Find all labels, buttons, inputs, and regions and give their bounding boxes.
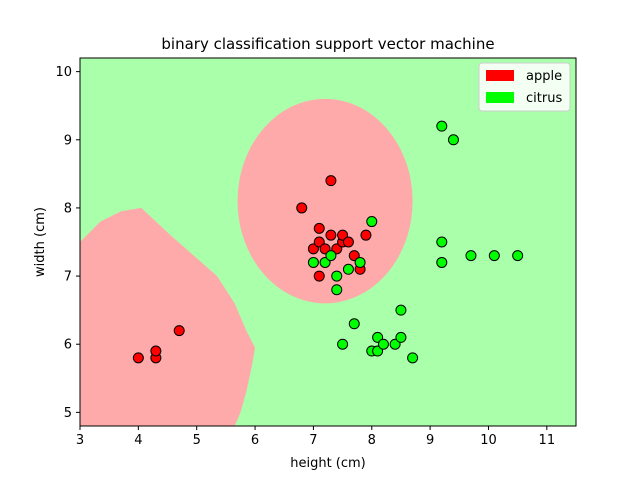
citrus-point-24: [512, 250, 524, 262]
citrus-point-4: [331, 284, 343, 296]
x-axis-label: height (cm): [290, 456, 366, 471]
citrus-point-15: [395, 331, 407, 343]
citrus-point-18: [436, 120, 448, 132]
apple-point-18: [313, 270, 325, 282]
x-tick-label: 9: [426, 433, 434, 448]
x-tick-label: 3: [76, 433, 84, 448]
y-axis-label: width (cm): [33, 207, 48, 277]
citrus-point-0: [307, 256, 319, 268]
citrus-point-19: [447, 134, 459, 146]
citrus-point-7: [366, 216, 378, 228]
x-tick-label: 11: [539, 433, 556, 448]
apple-point-8: [313, 222, 325, 234]
apple-point-14: [342, 236, 354, 248]
apple-point-10: [325, 229, 337, 241]
x-tick-label: 10: [480, 433, 497, 448]
x-tick-label: 5: [193, 433, 201, 448]
y-tick-label: 6: [64, 338, 72, 353]
legend-label-citrus: citrus: [526, 91, 562, 106]
x-tick-label: 7: [309, 433, 317, 448]
legend-label-apple: apple: [526, 69, 562, 84]
decision-regions: [80, 98, 413, 426]
citrus-point-22: [465, 250, 477, 262]
y-tick-label: 7: [64, 270, 72, 285]
citrus-point-21: [436, 256, 448, 268]
apple-point-17: [360, 229, 372, 241]
y-axis-ticks: 5 6 7 8 9 10: [55, 65, 80, 421]
apple-point-5: [325, 175, 337, 187]
decision-region-apple-0: [80, 207, 256, 426]
citrus-point-17: [407, 352, 419, 364]
x-axis-ticks: 3 4 5 6 7 8 9 10 11: [76, 426, 555, 448]
apple-point-3: [173, 325, 185, 337]
citrus-point-2: [325, 250, 337, 262]
x-tick-label: 6: [251, 433, 259, 448]
y-tick-label: 9: [64, 133, 72, 148]
citrus-point-8: [337, 338, 349, 350]
citrus-point-9: [348, 318, 360, 330]
citrus-point-23: [488, 250, 500, 262]
legend: apple citrus: [478, 62, 571, 112]
decision-region-apple-1: [237, 98, 413, 304]
legend-swatch-citrus: [486, 92, 514, 103]
apple-point-4: [296, 202, 308, 214]
x-tick-label: 8: [368, 433, 376, 448]
citrus-point-6: [354, 256, 366, 268]
citrus-point-5: [342, 263, 354, 275]
citrus-point-16: [395, 304, 407, 316]
legend-swatch-apple: [486, 70, 514, 81]
citrus-point-3: [331, 270, 343, 282]
y-tick-label: 5: [64, 406, 72, 421]
y-tick-label: 10: [55, 65, 72, 80]
apple-point-2: [150, 345, 162, 357]
citrus-point-20: [436, 236, 448, 248]
apple-point-0: [132, 352, 144, 364]
y-tick-label: 8: [64, 201, 72, 216]
plot-frame: [79, 57, 577, 427]
chart-title: binary classification support vector mac…: [161, 35, 494, 53]
data-points: [132, 120, 524, 364]
x-tick-label: 4: [134, 433, 142, 448]
citrus-point-13: [377, 338, 389, 350]
